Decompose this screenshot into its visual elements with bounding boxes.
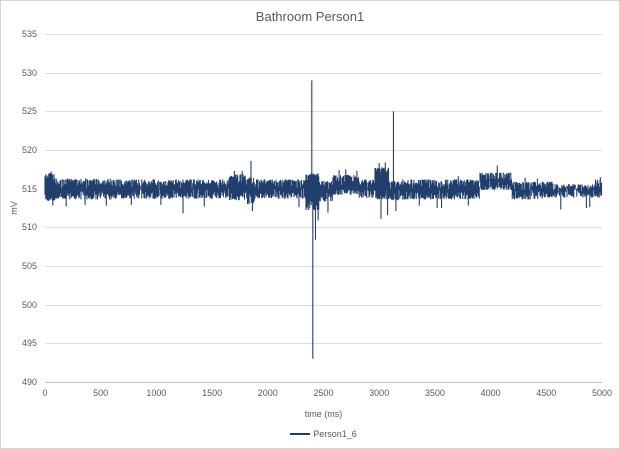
x-tick-label: 3000 [369,388,390,398]
y-tick-label: 490 [21,377,37,387]
series-line-person1_6 [44,80,603,359]
x-axis-title: time (ms) [304,409,343,419]
y-tick-label: 520 [21,145,37,155]
chart-title: Bathroom Person1 [255,9,365,24]
x-tick-label: 5000 [591,388,613,398]
y-axis-title: mV [9,201,19,215]
y-tick-label: 505 [21,261,37,271]
legend-series-label: Person1_6 [313,429,357,439]
x-tick-label: 3500 [424,388,445,398]
x-tick-label: 500 [93,388,109,398]
x-tick-label: 4000 [480,388,501,398]
x-tick-label: 2500 [313,388,334,398]
y-tick-label: 510 [21,222,37,233]
y-tick-label: 495 [21,338,37,349]
x-tick-label: 1000 [146,388,167,398]
y-tick-label: 500 [21,299,37,310]
y-tick-label: 530 [21,67,37,78]
x-tick-label: 4500 [536,388,557,398]
y-tick-label: 535 [21,29,37,39]
x-tick-label: 0 [42,388,48,398]
y-tick-label: 515 [21,183,37,194]
legend-line-marker [290,433,311,435]
legend: Person1_6 [1,429,619,439]
y-tick-label: 525 [21,106,37,117]
x-tick-label: 1500 [202,388,223,398]
x-tick-label: 2000 [257,388,278,398]
